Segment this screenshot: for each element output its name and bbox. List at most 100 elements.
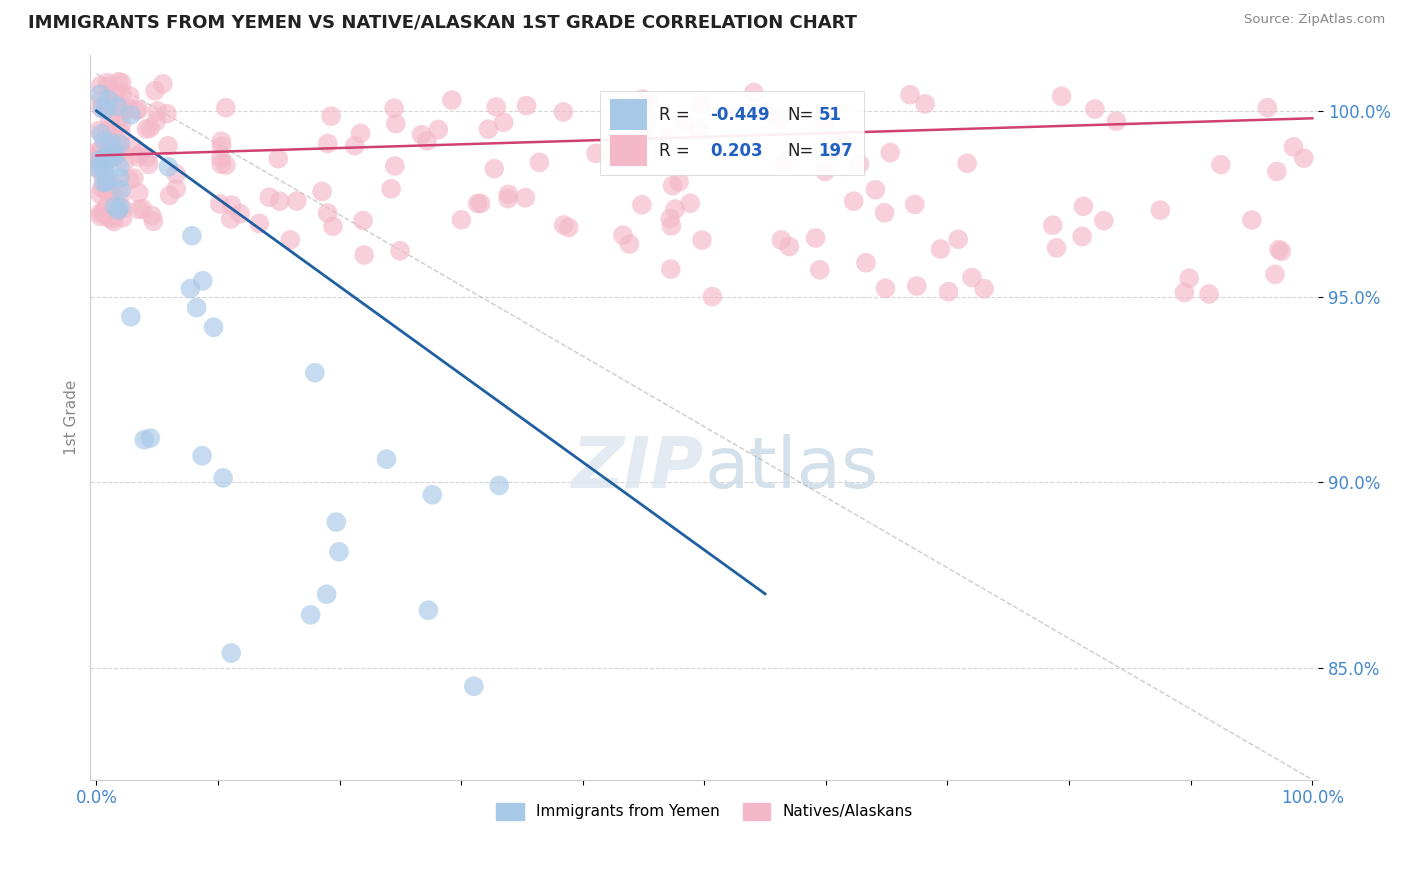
Point (1240, 213, 1263, 227)
Point (87, 162, 110, 177)
Point (267, 152, 290, 166)
Point (1209, 158, 1232, 172)
Point (103, 149, 125, 163)
Point (87, 147, 110, 161)
Point (612, 228, 634, 243)
Point (122, 171, 145, 186)
Point (804, 231, 827, 245)
Point (91, 102, 114, 116)
Text: atlas: atlas (704, 434, 879, 502)
Point (1256, 101, 1278, 115)
Point (498, 187, 520, 202)
Point (820, 145, 842, 159)
Point (103, 189, 125, 203)
Point (905, 279, 928, 293)
Point (89, 156, 111, 170)
Point (141, 209, 163, 223)
Point (93, 134, 115, 148)
Point (100, 151, 122, 165)
Point (637, 113, 659, 128)
Point (128, 202, 150, 217)
Point (661, 178, 683, 193)
Point (139, 120, 162, 135)
Point (1178, 271, 1201, 285)
Point (110, 137, 132, 152)
Point (121, 139, 143, 153)
Point (477, 122, 499, 136)
Point (553, 218, 575, 232)
Point (103, 214, 125, 228)
Point (914, 96, 936, 111)
Point (138, 157, 160, 171)
Point (110, 200, 132, 214)
Point (668, 175, 690, 189)
Point (212, 471, 235, 485)
Point (87, 123, 110, 137)
Point (96, 101, 118, 115)
Point (631, 92, 654, 106)
Point (93, 169, 115, 184)
Point (585, 146, 607, 161)
Point (96, 123, 118, 137)
Point (136, 150, 159, 164)
Point (416, 134, 439, 148)
Point (440, 93, 463, 107)
Point (94, 201, 117, 215)
Point (1270, 244, 1292, 259)
Point (1045, 241, 1067, 255)
Point (343, 138, 366, 153)
Point (91, 159, 114, 173)
Point (89, 206, 111, 220)
Point (191, 274, 214, 288)
Point (1073, 199, 1095, 213)
Point (181, 228, 204, 243)
Point (111, 103, 134, 117)
Point (1265, 164, 1288, 178)
Point (299, 607, 322, 622)
Point (773, 154, 796, 169)
Point (215, 101, 238, 115)
Point (120, 108, 142, 122)
Point (1050, 89, 1073, 103)
Point (420, 488, 443, 502)
Point (89, 153, 111, 167)
Text: ZIP: ZIP (572, 434, 704, 502)
Point (304, 366, 326, 380)
Point (1292, 151, 1315, 165)
Point (259, 190, 281, 204)
Point (142, 214, 165, 228)
Point (94, 103, 117, 117)
Point (1105, 114, 1128, 128)
Point (98, 148, 121, 162)
Point (96, 76, 118, 90)
Point (311, 185, 333, 199)
Text: -0.449: -0.449 (710, 105, 770, 124)
Point (89, 186, 111, 201)
Point (375, 452, 398, 467)
Point (1282, 140, 1305, 154)
Point (848, 157, 870, 171)
Point (315, 587, 337, 601)
Point (633, 128, 655, 143)
Point (86, 148, 108, 162)
Point (278, 233, 301, 247)
Point (1071, 229, 1094, 244)
Point (229, 207, 252, 221)
Point (328, 545, 350, 559)
Point (110, 183, 132, 197)
Point (90, 127, 112, 141)
Point (118, 172, 141, 186)
Point (515, 98, 537, 112)
Point (325, 515, 347, 529)
Text: N=: N= (787, 105, 814, 124)
Point (120, 310, 142, 324)
Point (129, 146, 152, 161)
Point (247, 217, 270, 231)
Point (673, 115, 696, 129)
Point (831, 134, 853, 148)
Point (91, 161, 114, 176)
Point (111, 211, 134, 225)
Point (385, 117, 408, 131)
Point (690, 233, 713, 247)
Point (98, 114, 121, 128)
